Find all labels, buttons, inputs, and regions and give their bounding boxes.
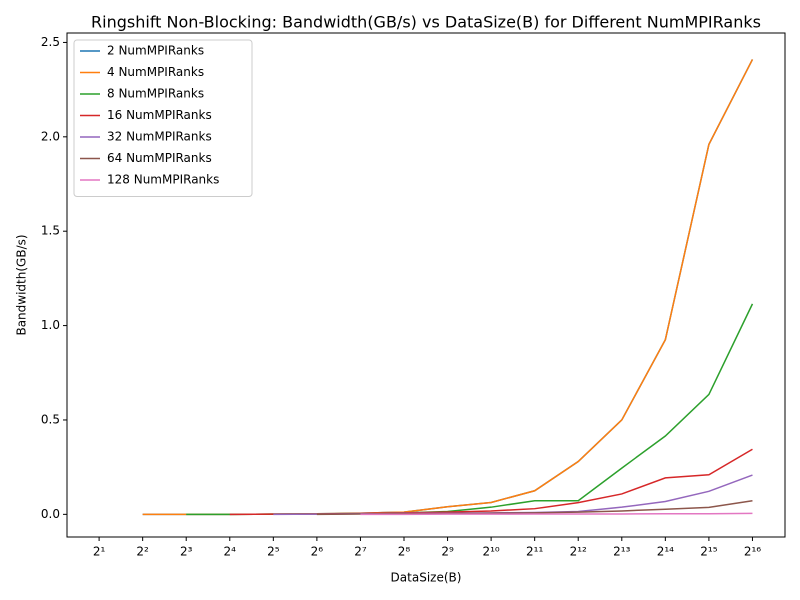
legend-box (73, 39, 253, 197)
y-tick-label: 2.5 (41, 35, 60, 49)
y-axis-label: Bandwidth(GB/s) (15, 234, 29, 335)
series-line (229, 448, 753, 516)
legend-label: 32 NumMPIRanks (107, 130, 212, 144)
x-axis-label: DataSize(B) (391, 571, 462, 585)
y-tick-label: 1.0 (41, 318, 60, 332)
x-tick-label: 2¹⁶ (744, 545, 761, 559)
y-tick-label: 0.5 (41, 412, 60, 426)
legend-label: 64 NumMPIRanks (107, 151, 212, 165)
y-tick-label: 0.0 (41, 507, 60, 521)
x-tick-label: 2¹¹ (526, 545, 543, 559)
x-tick-label: 2⁴ (224, 545, 237, 559)
x-tick-label: 2¹ (93, 545, 106, 559)
y-tick-label: 1.5 (41, 224, 60, 238)
x-tick-label: 2¹³ (613, 545, 630, 559)
legend: 2 NumMPIRanks 4 NumMPIRanks 8 NumMPIRanks 1… (73, 39, 253, 197)
legend-label: 2 NumMPIRanks (107, 44, 204, 58)
x-tick-label: 2⁸ (398, 545, 411, 559)
legend-label: 8 NumMPIRanks (107, 87, 204, 101)
x-tick-label: 2² (136, 545, 149, 559)
x-tick-label: 2⁶ (311, 545, 324, 559)
x-tick-label: 2¹⁰ (482, 545, 499, 559)
x-tick-label: 2⁵ (267, 545, 280, 559)
x-tick-label: 2³ (180, 545, 193, 559)
x-tick-label: 2⁹ (441, 545, 454, 559)
y-tick-label: 2.0 (41, 129, 60, 143)
legend-label: 4 NumMPIRanks (107, 65, 204, 79)
series-line (360, 512, 753, 516)
legend-label: 128 NumMPIRanks (107, 173, 219, 187)
x-tick-label: 2⁷ (354, 545, 367, 559)
plot-frame (66, 32, 786, 538)
legend-label: 16 NumMPIRanks (107, 108, 212, 122)
chart-title: Ringshift Non-Blocking: Bandwidth(GB/s) … (91, 13, 761, 32)
x-tick-label: 2¹² (570, 545, 587, 559)
series-line (186, 303, 754, 516)
x-tick-label: 2¹⁵ (700, 545, 717, 559)
x-tick-label: 2¹⁴ (657, 545, 674, 559)
